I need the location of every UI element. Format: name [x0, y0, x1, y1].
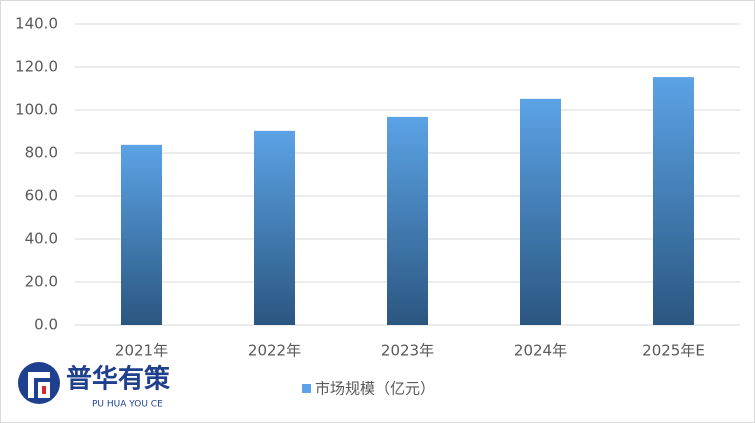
y-tick-label: 100.0 [15, 101, 58, 119]
bar [121, 144, 162, 325]
y-tick-label: 60.0 [25, 187, 58, 205]
y-tick-label: 120.0 [15, 58, 58, 76]
bar [520, 98, 561, 325]
y-tick-label: 0.0 [34, 316, 58, 334]
x-tick-label: 2023年 [381, 342, 434, 360]
x-tick-label: 2024年 [514, 342, 567, 360]
legend-swatch [302, 384, 311, 393]
y-tick-label: 80.0 [25, 144, 58, 162]
bar [653, 77, 694, 325]
x-tick-label: 2022年 [248, 342, 301, 360]
y-tick-label: 140.0 [15, 15, 58, 33]
logo-mark [28, 372, 50, 398]
logo: 普华有策 PU HUA YOU CE [18, 362, 170, 410]
logo-accent [42, 386, 46, 394]
y-tick-label: 40.0 [25, 230, 58, 248]
bar [387, 116, 428, 325]
logo-name: 普华有策 [66, 364, 170, 395]
bar [254, 130, 295, 325]
legend-label: 市场规模（亿元） [315, 380, 435, 398]
y-tick-label: 20.0 [25, 273, 58, 291]
x-tick-label: 2021年 [115, 342, 168, 360]
x-tick-label: 2025年E [642, 342, 705, 360]
logo-subtitle: PU HUA YOU CE [92, 400, 163, 410]
